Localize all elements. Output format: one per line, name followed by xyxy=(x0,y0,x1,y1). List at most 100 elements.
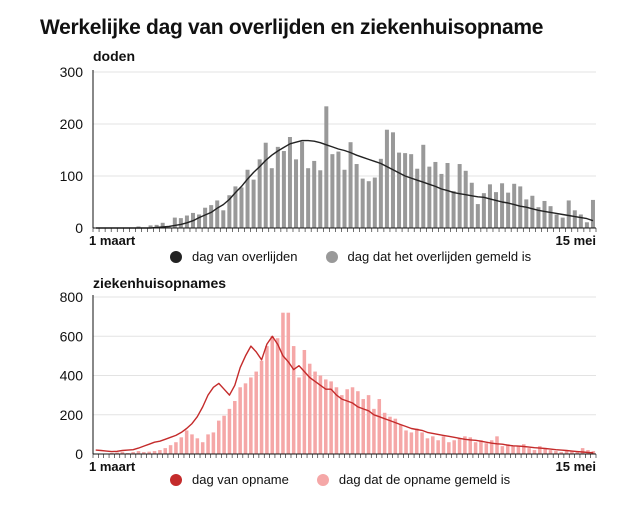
deaths-bar xyxy=(269,168,274,228)
hospital-bar xyxy=(302,349,307,454)
hospital-x-end-label: 15 mei xyxy=(556,459,596,474)
deaths-bar xyxy=(530,195,535,228)
hospital-bar xyxy=(548,450,553,454)
deaths-bar xyxy=(300,141,305,228)
hospital-bar xyxy=(409,432,414,454)
hospital-bar xyxy=(398,424,403,454)
hospital-bar xyxy=(564,450,569,454)
hospital-line-series xyxy=(95,335,594,454)
deaths-bar xyxy=(306,168,311,228)
hospital-bar xyxy=(152,451,157,454)
hospital-bar xyxy=(388,416,392,454)
hospital-bar xyxy=(147,451,151,454)
chart-main-title: Werkelijke dag van overlijden en ziekenh… xyxy=(40,16,544,39)
hospital-bar xyxy=(259,360,264,454)
deaths-bar xyxy=(136,226,141,228)
deaths-bar xyxy=(366,181,371,228)
deaths-y-tick-label: 300 xyxy=(60,64,84,80)
hospital-bar xyxy=(500,446,505,454)
hospital-bar xyxy=(591,451,596,454)
hospital-bar xyxy=(200,442,205,454)
deaths-bar xyxy=(287,137,292,228)
deaths-bar xyxy=(560,217,565,228)
deaths-bar xyxy=(451,191,456,228)
deaths-bar xyxy=(457,164,462,228)
hospital-bar xyxy=(131,452,135,454)
hospital-bar xyxy=(163,448,168,454)
deaths-y-tick-label: 200 xyxy=(60,116,84,132)
hospital-bar xyxy=(479,440,483,454)
deaths-bar xyxy=(245,169,250,228)
deaths-y-tick-label: 100 xyxy=(60,168,84,184)
hospital-y-tick-label: 0 xyxy=(75,446,83,462)
hospital-bar xyxy=(516,446,521,454)
deaths-bar xyxy=(415,168,420,228)
deaths-bar xyxy=(554,214,559,228)
hospital-bar xyxy=(447,442,451,454)
deaths-bar xyxy=(572,210,577,228)
hospital-bar xyxy=(382,412,387,454)
hospital-bar xyxy=(168,445,173,454)
deaths-bar xyxy=(494,192,499,228)
deaths-bar xyxy=(342,169,347,228)
hospital-panel-title: ziekenhuisopnames xyxy=(93,275,226,291)
deaths-bar xyxy=(160,222,165,228)
legend-item-hospital-line: dag van opname xyxy=(170,472,289,487)
hospital-y-tick-label: 600 xyxy=(60,328,84,344)
hospital-bar xyxy=(233,401,237,454)
hospital-bar xyxy=(452,440,456,454)
hospital-bar xyxy=(420,432,424,454)
hospital-bar xyxy=(227,408,232,454)
hospital-bar xyxy=(489,440,494,454)
hospital-bar xyxy=(158,450,162,454)
hospital-bar xyxy=(174,442,178,454)
hospital-y-tick-label: 400 xyxy=(60,368,84,384)
hospital-bar xyxy=(414,428,419,454)
deaths-bar xyxy=(566,200,571,228)
deaths-bar xyxy=(148,225,153,228)
hospital-bar xyxy=(291,346,296,454)
hospital-y-tick-label: 200 xyxy=(60,407,84,423)
legend-label-deaths-bar: dag dat het overlijden gemeld is xyxy=(347,249,532,264)
deaths-x-start-label: 1 maart xyxy=(89,233,136,248)
hospital-bar xyxy=(238,387,242,454)
deaths-bar xyxy=(403,153,408,228)
hospital-bar xyxy=(538,446,542,454)
hospital-y-tick-label: 800 xyxy=(60,289,84,305)
deaths-bar xyxy=(257,159,262,228)
deaths-bar xyxy=(354,164,359,228)
deaths-bar xyxy=(475,204,480,228)
hospital-bar xyxy=(324,379,328,454)
hospital-bar xyxy=(511,446,515,454)
legend-label-hospital-line: dag van opname xyxy=(192,472,289,487)
deaths-bar xyxy=(209,205,214,228)
deaths-bar xyxy=(427,166,432,228)
deaths-bar xyxy=(197,214,202,228)
legend-swatch-hospital-line xyxy=(170,473,182,486)
hospital-bar xyxy=(318,375,323,454)
deaths-bar xyxy=(203,207,208,228)
deaths-bar xyxy=(312,160,317,228)
hospital-x-start-label: 1 maart xyxy=(89,459,136,474)
hospital-bar xyxy=(281,312,285,454)
hospital-bar xyxy=(115,452,119,454)
deaths-bar xyxy=(221,210,226,228)
deaths-bar xyxy=(542,200,547,228)
deaths-bar xyxy=(518,186,523,228)
hospital-bar xyxy=(350,387,355,454)
hospital-bar xyxy=(361,399,365,454)
hospital-bar xyxy=(457,438,462,454)
hospital-bar xyxy=(532,450,537,454)
hospital-bar xyxy=(372,408,376,454)
hospital-bar xyxy=(580,448,585,454)
hospital-bar xyxy=(275,338,280,454)
hospital-bar xyxy=(543,448,547,454)
hospital-bar xyxy=(393,418,398,454)
deaths-bar xyxy=(487,184,492,228)
deaths-bar xyxy=(348,142,353,228)
deaths-bar xyxy=(184,215,189,228)
deaths-bar xyxy=(384,129,389,228)
hospital-bar xyxy=(425,438,430,454)
hospital-bar xyxy=(436,440,440,454)
deaths-bar xyxy=(294,159,299,228)
